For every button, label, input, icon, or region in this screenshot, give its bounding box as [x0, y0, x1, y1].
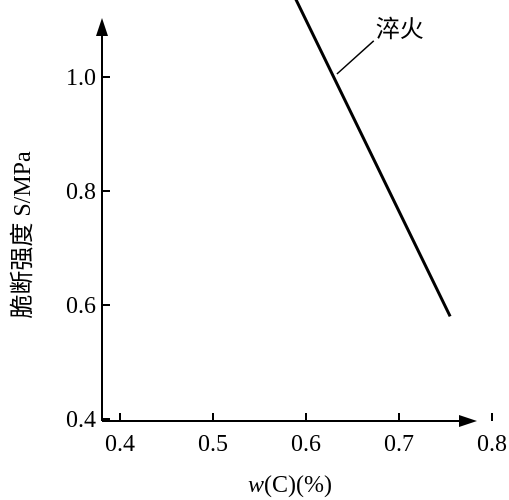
- x-tick-label: 0.8: [477, 431, 507, 457]
- annotation-leader-line: [336, 40, 375, 75]
- x-tick-label: 0.7: [384, 431, 414, 457]
- ticks: 0.40.50.60.70.80.40.60.81.01.21.41.6: [66, 65, 507, 457]
- y-axis-title: 脆断强度 S/MPa: [9, 151, 36, 319]
- x-axis-title: w(C)(%): [248, 472, 332, 498]
- annotation-label: 淬火: [376, 15, 424, 43]
- x-tick-label: 0.6: [291, 431, 321, 457]
- x-tick-label: 0.4: [105, 431, 135, 457]
- x-tick-label: 0.5: [198, 431, 228, 457]
- y-tick-label: 0.8: [66, 179, 96, 205]
- y-tick-label: 0.6: [66, 293, 96, 319]
- axes: [96, 18, 477, 427]
- y-tick-label: 1.0: [66, 65, 96, 91]
- y-tick-label: 0.4: [66, 407, 96, 433]
- series-line: [294, 0, 452, 318]
- x-axis-arrow-icon: [459, 415, 477, 427]
- annotations: 淬火: [336, 15, 424, 75]
- series: [294, 0, 452, 318]
- y-axis-arrow-icon: [96, 18, 108, 36]
